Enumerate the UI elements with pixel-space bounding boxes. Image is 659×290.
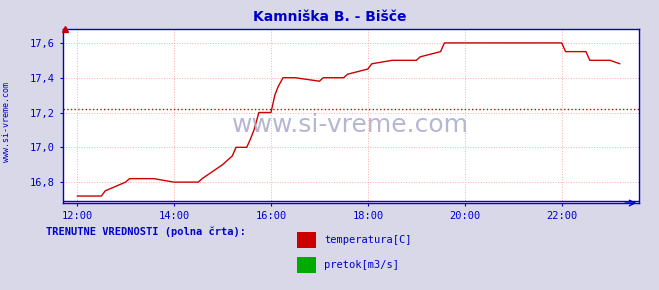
Text: TRENUTNE VREDNOSTI (polna črta):: TRENUTNE VREDNOSTI (polna črta): — [46, 226, 246, 237]
Text: Kamniška B. - Bišče: Kamniška B. - Bišče — [253, 10, 406, 24]
Text: temperatura[C]: temperatura[C] — [324, 235, 412, 245]
Text: www.si-vreme.com: www.si-vreme.com — [233, 113, 469, 137]
Text: pretok[m3/s]: pretok[m3/s] — [324, 260, 399, 270]
Text: www.si-vreme.com: www.si-vreme.com — [2, 82, 11, 162]
